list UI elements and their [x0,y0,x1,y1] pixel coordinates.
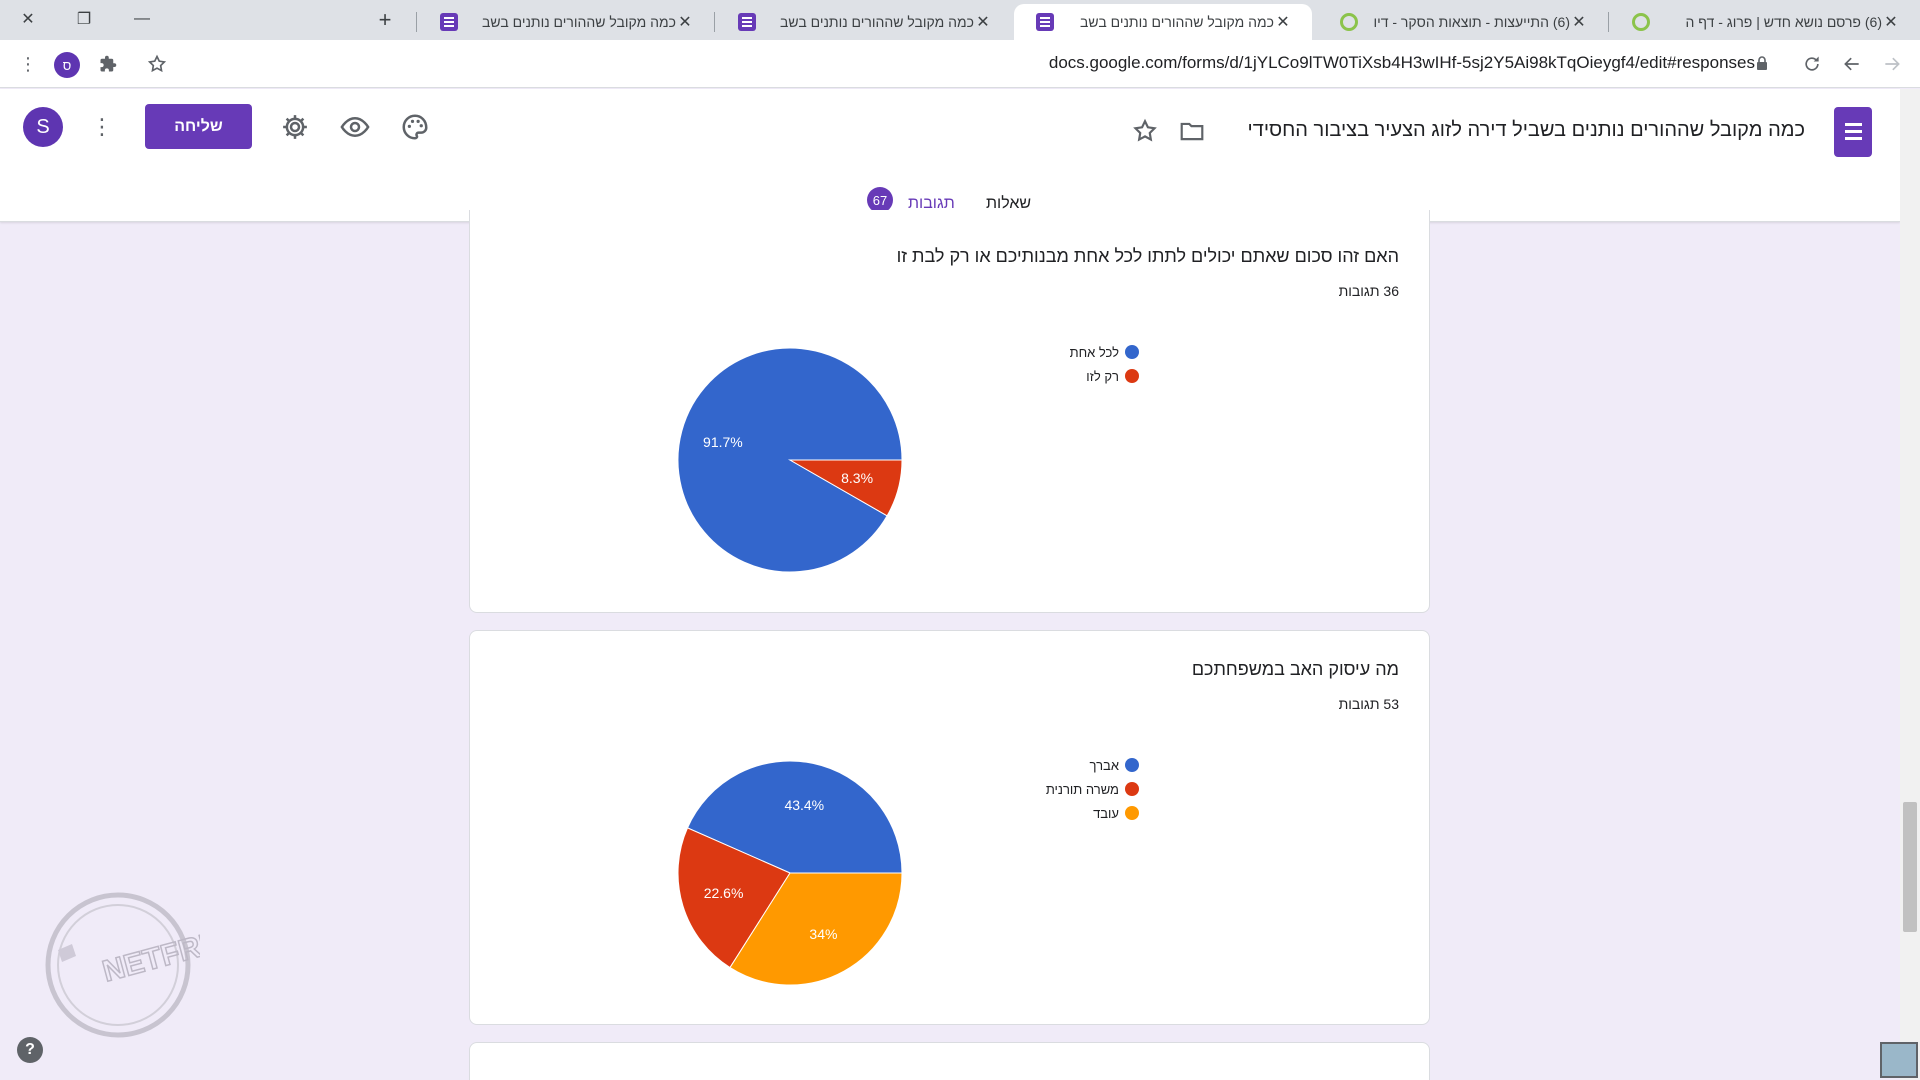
form-title[interactable]: כמה מקובל שההורים נותנים בשביל דירה לזוג… [1247,119,1805,141]
tab-close-icon[interactable]: ✕ [678,14,692,31]
more-options-icon[interactable]: ⋮ [91,114,113,139]
tab-separator [1608,12,1609,32]
folder-icon[interactable] [1178,118,1206,144]
pie-slice-label: 22.6% [704,885,744,901]
reload-icon[interactable] [1798,50,1826,78]
legend-swatch [1125,806,1139,820]
forms-header [0,89,1900,222]
netfree-watermark-logo: NETFREE [45,892,200,1038]
pie-slice[interactable] [788,459,903,517]
prog-icon [1340,13,1358,31]
bookmark-star-icon[interactable] [143,50,171,78]
send-button[interactable]: שליחה [145,104,252,149]
preview-eye-icon[interactable] [340,112,370,142]
download-thumbnail[interactable] [1880,1042,1918,1078]
pie-slice-label: 91.7% [703,434,743,450]
browser-toolbar [0,40,1920,88]
legend-swatch [1125,758,1139,772]
browser-tab-title: (6) התייעצות - תוצאות הסקר - דיו [1373,14,1570,30]
legend-swatch [1125,345,1139,359]
browser-tab-active[interactable]: כמה מקובל שההורים נותנים בשב ✕ [1014,4,1312,40]
browser-tab-title: כמה מקובל שההורים נותנים בשב [780,14,974,30]
tab-questions[interactable]: שאלות [986,195,1032,212]
browser-tab-title: כמה מקובל שההורים נותנים בשב [1080,14,1274,30]
settings-gear-icon[interactable] [280,112,310,142]
forms-icon [440,13,458,31]
browser-tab[interactable]: כמה מקובל שההורים נותנים בשב ✕ [716,4,1012,40]
browser-tab[interactable]: (6) פרסם נושא חדש | פרוג - דף ה ✕ [1610,4,1920,40]
response-count: 53 תגובות [1338,696,1399,712]
window-restore-icon[interactable]: ❐ [76,11,92,28]
star-icon[interactable] [1132,118,1158,144]
legend-item: רק לזו [1070,364,1139,388]
new-tab-icon[interactable]: + [378,7,392,32]
browser-menu-icon[interactable]: ⋮ [19,53,37,74]
response-count: 36 תגובות [1338,283,1399,299]
tab-separator [714,12,715,32]
tab-close-icon[interactable]: ✕ [1572,14,1586,31]
legend-label: משרה תורנית [1045,781,1119,797]
browser-tab[interactable]: כמה מקובל שההורים נותנים בשב ✕ [418,4,714,40]
legend-label: לכל אחת [1069,344,1119,360]
tab-close-icon[interactable]: ✕ [1276,14,1290,31]
tab-separator [416,12,417,32]
google-forms-logo-icon[interactable] [1834,107,1872,157]
legend-label: אברך [1089,757,1119,773]
scrollbar-thumb[interactable] [1903,802,1917,932]
browser-tab-title: (6) פרסם נושא חדש | פרוג - דף ה [1685,14,1883,30]
address-bar-url[interactable]: docs.google.com/forms/d/1jYLCo9lTW0TiXsb… [1048,53,1755,72]
forward-arrow-icon[interactable] [1878,50,1906,78]
question-card [469,1042,1430,1080]
pie-chart: 43.4% 22.6% 34% [677,760,903,986]
forms-icon [1036,13,1054,31]
chart-legend: לכל אחת רק לזו [1070,340,1139,388]
responses-count-badge: 67 [867,187,893,213]
browser-tab[interactable]: (6) התייעצות - תוצאות הסקר - דיו ✕ [1318,4,1608,40]
extensions-icon[interactable] [94,50,122,78]
help-icon[interactable]: ? [17,1037,43,1063]
browser-profile-avatar[interactable]: ס [54,52,80,78]
chart-legend: אברך משרה תורנית עובד [1046,753,1139,825]
browser-tab-title: כמה מקובל שההורים נותנים בשב [482,14,676,30]
lock-icon [1757,56,1767,70]
pie-slice[interactable] [729,872,903,986]
legend-swatch [1125,369,1139,383]
question-title: מה עיסוק האב במשפחתכם [1191,659,1399,679]
back-arrow-icon[interactable] [1838,50,1866,78]
prog-icon [1632,13,1650,31]
pie-slice-label: 43.4% [784,797,824,813]
question-title: האם זהו סכום שאתם יכולים לתתו לכל אחת מב… [896,246,1399,266]
browser-tab-strip: ✕ ❐ — + (6) פרסם נושא חדש | פרוג - דף ה … [0,0,1920,40]
window-close-icon[interactable]: ✕ [21,11,35,28]
account-avatar[interactable]: S [23,107,63,147]
tab-close-icon[interactable]: ✕ [976,14,990,31]
legend-item: לכל אחת [1070,340,1139,364]
pie-slice-label: 34% [809,926,837,942]
question-card: האם זהו סכום שאתם יכולים לתתו לכל אחת מב… [469,210,1430,613]
legend-item: אברך [1046,753,1139,777]
pie-slice[interactable] [677,827,791,969]
legend-label: עובד [1093,805,1119,821]
legend-label: רק לזו [1086,368,1119,384]
theme-palette-icon[interactable] [400,112,430,142]
pie-chart: 91.7% 8.3% [677,347,903,573]
legend-item: עובד [1046,801,1139,825]
window-minimize-icon[interactable]: — [134,10,150,27]
legend-item: משרה תורנית [1046,777,1139,801]
tab-responses[interactable]: תגובות [908,195,955,212]
question-card: מה עיסוק האב במשפחתכם 53 תגובות 43.4% 22.… [469,630,1430,1025]
pie-slice[interactable] [686,760,903,874]
pie-slice-label: 8.3% [841,470,873,486]
tab-close-icon[interactable]: ✕ [1884,14,1898,31]
legend-swatch [1125,782,1139,796]
forms-icon [738,13,756,31]
